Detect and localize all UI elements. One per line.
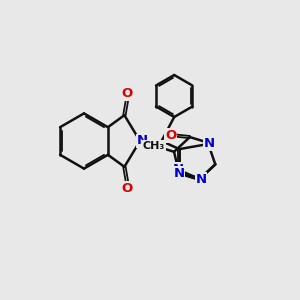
Text: N: N: [172, 163, 184, 176]
Text: N: N: [196, 172, 207, 186]
Text: O: O: [165, 129, 176, 142]
Text: O: O: [122, 87, 133, 100]
Text: N: N: [137, 134, 148, 148]
Text: CH₃: CH₃: [143, 141, 165, 151]
Text: N: N: [173, 167, 184, 180]
Text: S: S: [205, 136, 214, 149]
Text: N: N: [203, 137, 214, 150]
Text: O: O: [122, 182, 133, 195]
